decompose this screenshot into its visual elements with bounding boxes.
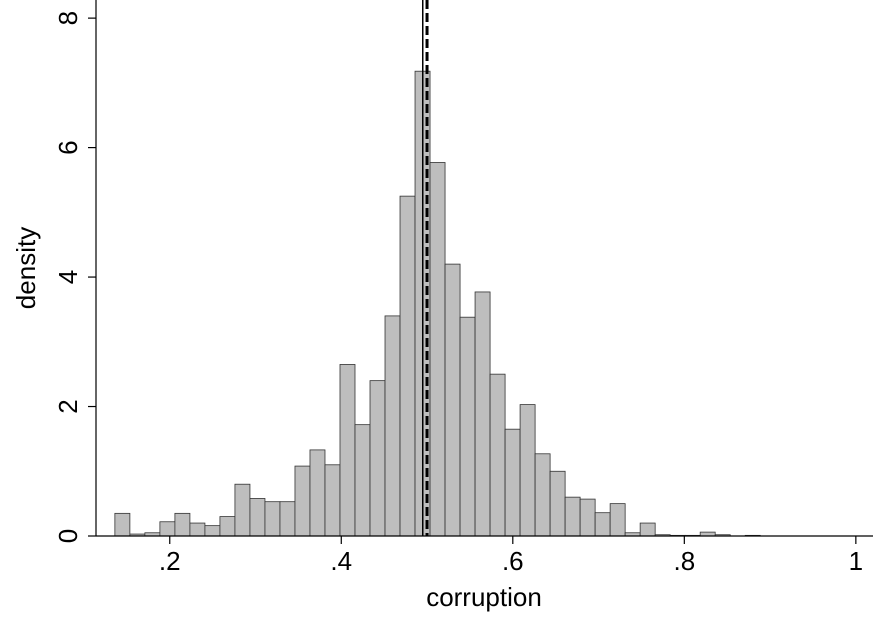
bar xyxy=(549,470,566,537)
bar xyxy=(564,496,581,537)
bar xyxy=(309,449,326,537)
y-tick-label: 0 xyxy=(53,529,83,543)
bar xyxy=(534,453,551,537)
bar xyxy=(264,501,281,537)
bar xyxy=(324,464,341,537)
bar xyxy=(174,512,191,537)
bar xyxy=(399,195,416,537)
bar xyxy=(204,525,221,537)
bar xyxy=(429,162,446,537)
bar xyxy=(249,498,266,537)
bar xyxy=(639,522,656,537)
bar xyxy=(504,428,521,537)
bar xyxy=(279,501,296,537)
bar xyxy=(339,364,356,537)
y-tick-label: 6 xyxy=(53,140,83,154)
bar xyxy=(459,316,476,537)
x-tick-label: 1 xyxy=(849,546,863,576)
bar xyxy=(579,498,596,537)
x-axis-title: corruption xyxy=(426,582,542,612)
x-tick-label: .4 xyxy=(330,546,352,576)
bar xyxy=(114,512,131,537)
bar xyxy=(369,380,386,537)
bar xyxy=(354,424,371,537)
y-axis-title: density xyxy=(11,227,41,309)
x-tick-label: .8 xyxy=(673,546,695,576)
bar xyxy=(219,516,236,537)
x-tick-label: .2 xyxy=(159,546,181,576)
bar xyxy=(444,263,461,537)
bar xyxy=(234,483,251,537)
bar xyxy=(474,291,491,537)
y-tick-label: 8 xyxy=(53,11,83,25)
bar xyxy=(594,512,611,537)
x-tick-label: .6 xyxy=(502,546,524,576)
bar xyxy=(489,373,506,537)
bar xyxy=(189,522,206,537)
bar xyxy=(519,404,536,537)
y-tick-label: 4 xyxy=(53,270,83,284)
y-tick-label: 2 xyxy=(53,399,83,413)
bar xyxy=(384,315,401,537)
bar xyxy=(294,465,311,537)
bar xyxy=(159,521,176,537)
bar xyxy=(609,503,626,537)
